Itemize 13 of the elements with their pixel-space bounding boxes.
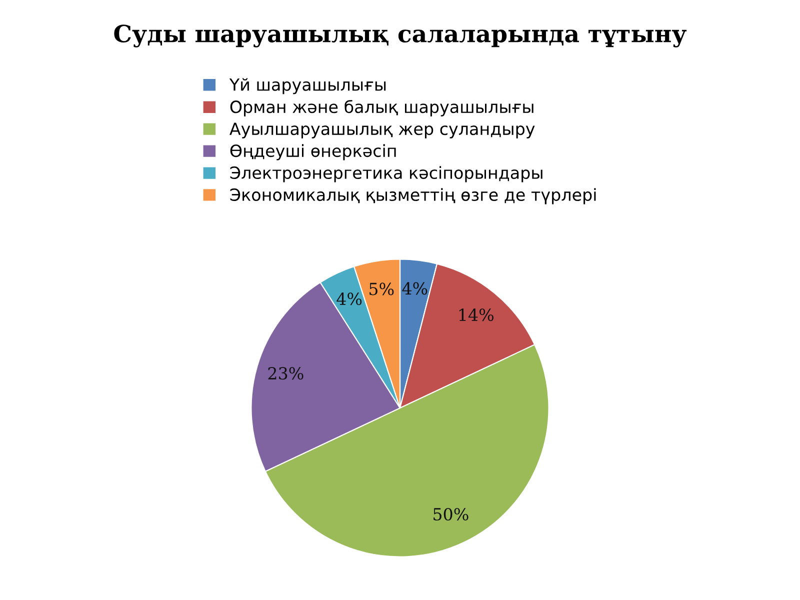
data-label: 5% [370, 282, 394, 296]
legend-label: Ауылшаруашылық жер суландыру [230, 122, 535, 138]
data-label: 4% [402, 282, 428, 295]
data-label: 4% [336, 292, 362, 306]
chart-title: Суды шаруашылық салаларында тұтыну [114, 24, 687, 48]
legend-label: Үй шаруашылығы [229, 78, 386, 94]
legend-label: Өңдеуші өнеркәсіп [230, 144, 396, 160]
data-label: 14% [459, 308, 494, 322]
legend-label: Экономикалық қызметтің өзге де түрлері [230, 188, 596, 204]
data-label: 23% [268, 367, 304, 380]
data-label: 50% [434, 508, 468, 521]
legend-label: Электроэнергетика кәсіпорындары [230, 166, 542, 182]
legend-label: Орман және балық шаруашылығы [230, 100, 534, 116]
